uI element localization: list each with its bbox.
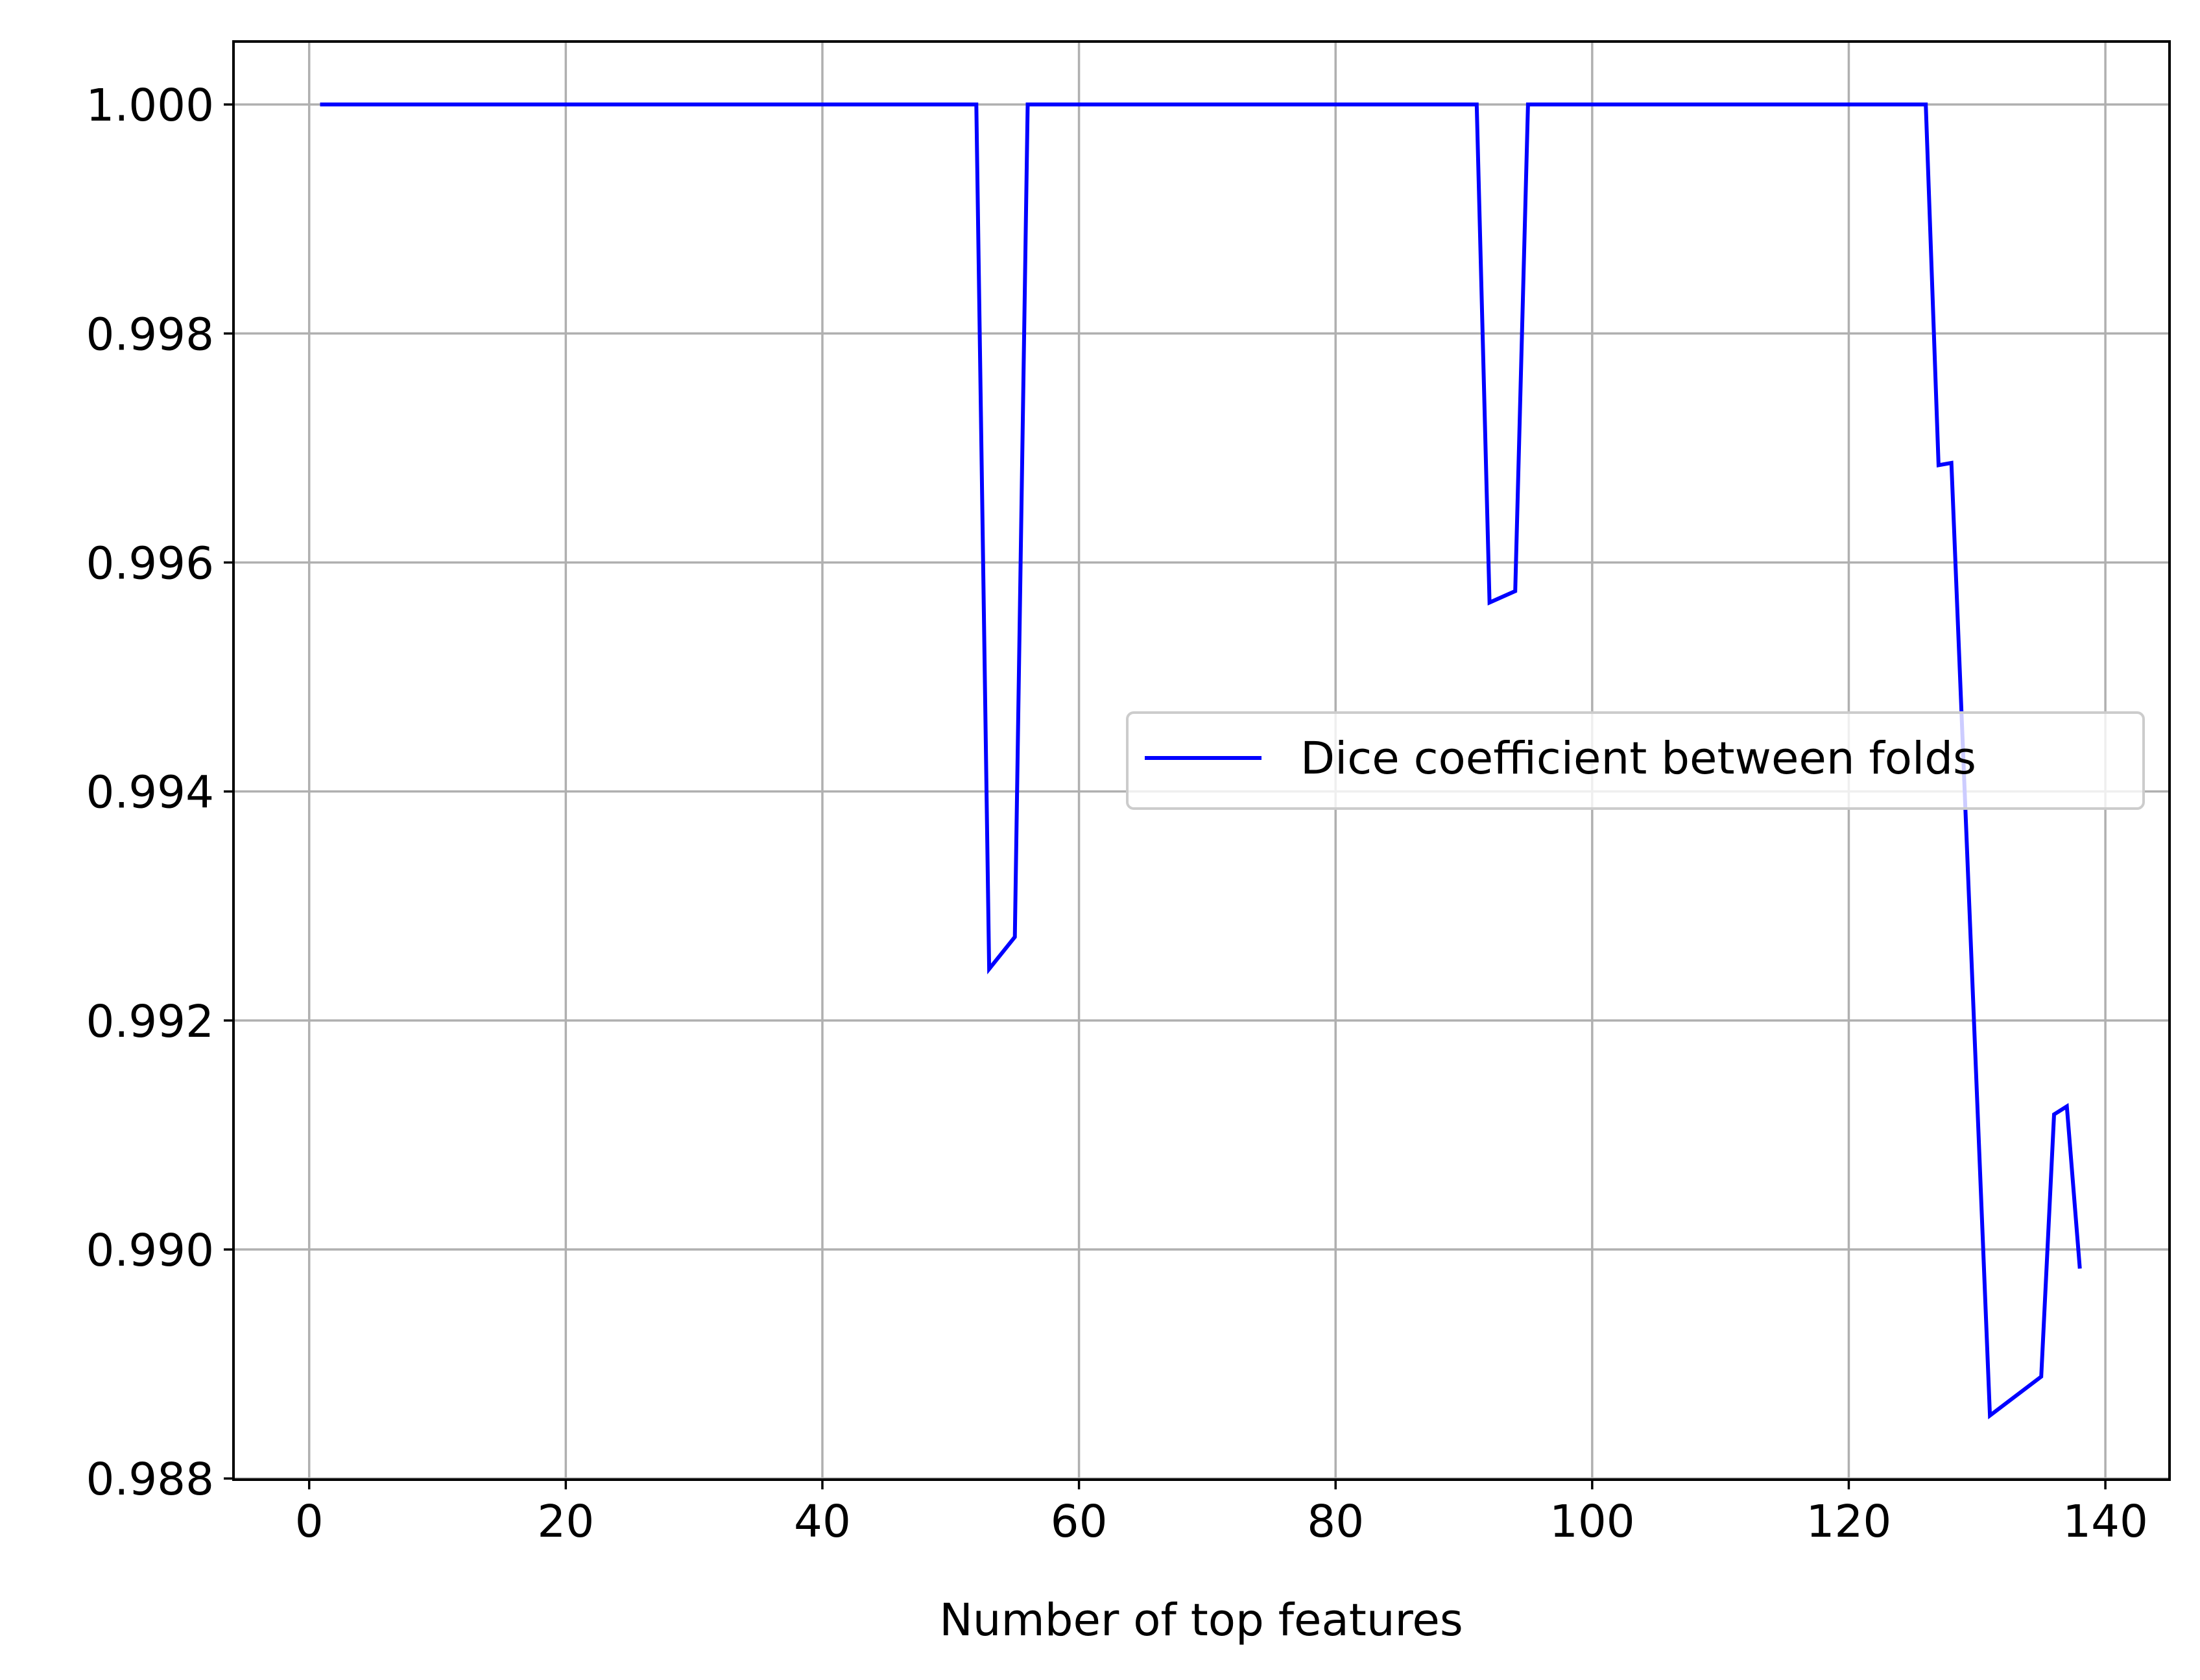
series-line-dice-coefficient [320, 102, 2082, 1419]
x-tick-label: 140 [2062, 1496, 2148, 1548]
y-axis: 0.988 0.990 0.992 0.994 0.996 0.998 1.000 [86, 80, 233, 1506]
y-tick-label: 0.992 [86, 996, 214, 1048]
legend: Dice coefficient between folds [1126, 711, 2145, 810]
x-tick-label: 60 [1051, 1496, 1108, 1548]
data-layer [320, 102, 2082, 1419]
y-tick-label: 0.996 [86, 538, 214, 589]
x-axis-label: Number of top features [939, 1594, 1463, 1646]
y-tick-label: 0.994 [86, 767, 214, 819]
legend-box [1126, 711, 2145, 810]
legend-label: Dice coefficient between folds [1300, 733, 1976, 785]
plot-frame [232, 40, 2171, 1481]
y-tick-label: 0.998 [86, 309, 214, 361]
y-tick-label: 0.988 [86, 1454, 214, 1506]
x-tick-label: 100 [1549, 1496, 1635, 1548]
x-tick-label: 0 [295, 1496, 324, 1548]
y-tick-label: 0.990 [86, 1225, 214, 1277]
x-tick-label: 40 [794, 1496, 851, 1548]
y-tick-label: 1.000 [86, 80, 214, 132]
x-tick-label: 120 [1806, 1496, 1892, 1548]
x-tick-label: 20 [537, 1496, 594, 1548]
x-tick-label: 80 [1307, 1496, 1364, 1548]
x-axis: 0 20 40 60 80 100 120 140 [295, 1480, 2148, 1548]
